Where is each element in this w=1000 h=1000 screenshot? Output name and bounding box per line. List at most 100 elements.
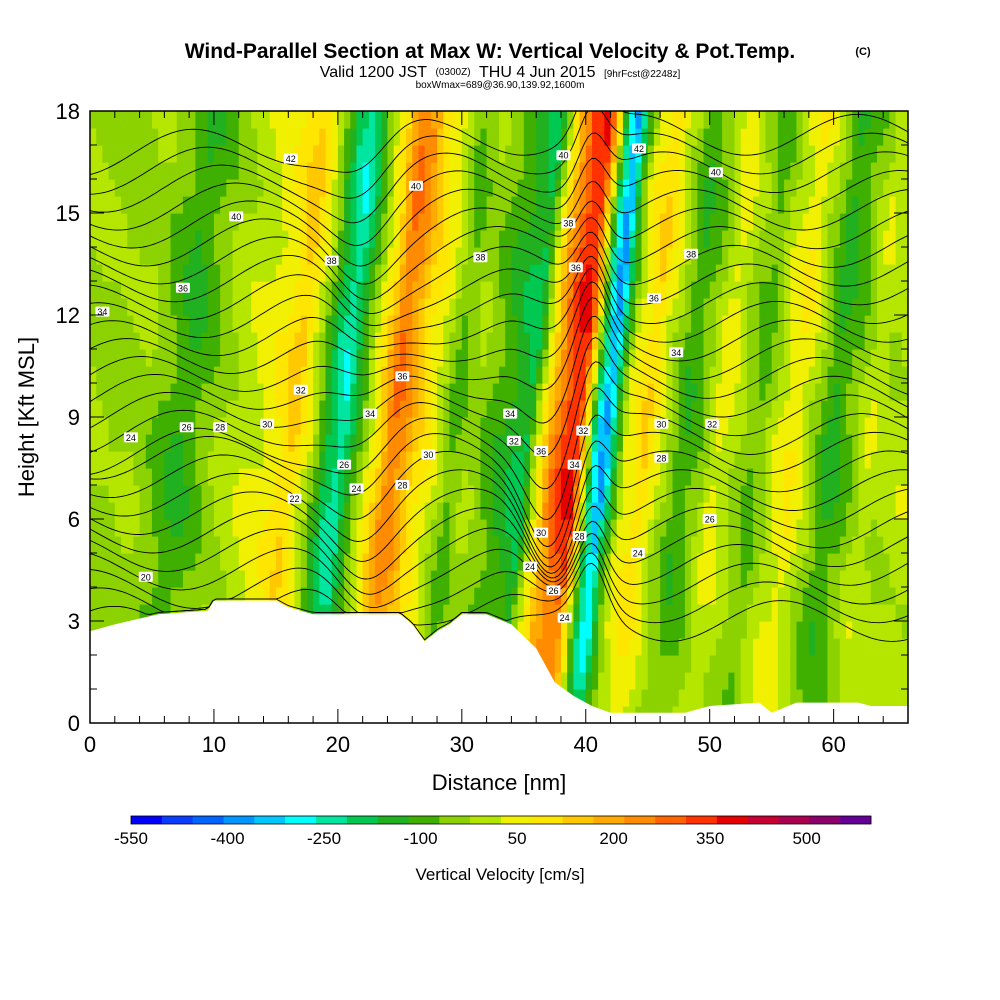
velocity-cell — [306, 502, 314, 520]
velocity-cell — [839, 332, 847, 350]
velocity-cell — [709, 434, 717, 452]
velocity-cell — [213, 298, 221, 316]
velocity-cell — [492, 196, 500, 214]
velocity-cell — [889, 145, 897, 163]
velocity-cell — [350, 502, 358, 520]
velocity-cell — [282, 162, 289, 180]
velocity-cell — [846, 230, 853, 248]
velocity-cell — [647, 587, 655, 605]
velocity-cell — [387, 587, 395, 605]
velocity-cell — [275, 536, 283, 554]
velocity-cell — [560, 553, 568, 571]
velocity-cell — [170, 366, 178, 384]
velocity-cell — [412, 111, 420, 129]
velocity-cell — [480, 502, 488, 520]
velocity-cell — [567, 264, 574, 282]
velocity-cell — [703, 230, 711, 248]
velocity-cell — [282, 349, 289, 367]
velocity-cell — [889, 570, 897, 588]
velocity-cell — [127, 179, 134, 197]
velocity-cell — [325, 451, 333, 469]
velocity-cell — [505, 213, 512, 231]
velocity-cell — [474, 485, 482, 503]
velocity-cell — [839, 111, 847, 129]
velocity-cell — [604, 417, 612, 435]
velocity-cell — [870, 689, 878, 707]
velocity-cell — [883, 230, 891, 248]
velocity-cell — [313, 179, 320, 197]
velocity-cell — [120, 281, 128, 299]
velocity-cell — [461, 383, 469, 401]
velocity-cell — [517, 281, 525, 299]
velocity-cell — [282, 587, 289, 605]
velocity-cell — [387, 162, 395, 180]
velocity-cell — [579, 451, 587, 469]
velocity-cell — [251, 451, 258, 469]
velocity-cell — [337, 247, 345, 265]
velocity-cell — [418, 145, 426, 163]
velocity-cell — [319, 213, 327, 231]
velocity-cell — [877, 638, 884, 656]
velocity-cell — [740, 655, 748, 673]
velocity-cell — [542, 196, 550, 214]
velocity-cell — [350, 264, 358, 282]
velocity-cell — [133, 230, 141, 248]
velocity-cell — [554, 128, 562, 146]
velocity-cell — [697, 468, 705, 486]
velocity-cell — [375, 332, 382, 350]
velocity-cell — [102, 451, 110, 469]
velocity-cell — [263, 383, 271, 401]
velocity-cell — [480, 587, 488, 605]
velocity-cell — [288, 434, 296, 452]
velocity-cell — [548, 281, 556, 299]
velocity-cell — [517, 570, 525, 588]
velocity-cell — [368, 383, 376, 401]
velocity-cell — [889, 281, 897, 299]
velocity-cell — [164, 553, 172, 571]
velocity-cell — [114, 230, 122, 248]
velocity-cell — [399, 570, 407, 588]
velocity-cell — [858, 485, 866, 503]
velocity-cell — [480, 400, 488, 418]
velocity-cell — [722, 536, 729, 554]
velocity-cell — [660, 196, 667, 214]
velocity-cell — [864, 502, 872, 520]
velocity-cell — [895, 349, 903, 367]
velocity-cell — [852, 366, 860, 384]
velocity-cell — [542, 536, 550, 554]
velocity-cell — [833, 315, 841, 333]
velocity-cell — [529, 332, 537, 350]
velocity-cell — [362, 162, 370, 180]
velocity-cell — [505, 179, 512, 197]
velocity-cell — [877, 587, 884, 605]
velocity-cell — [697, 689, 705, 707]
velocity-cell — [127, 417, 134, 435]
velocity-cell — [102, 468, 110, 486]
velocity-cell — [300, 145, 308, 163]
contour-label-text: 24 — [560, 613, 570, 623]
velocity-cell — [616, 349, 624, 367]
velocity-cell — [275, 468, 283, 486]
velocity-cell — [282, 281, 289, 299]
velocity-cell — [182, 179, 190, 197]
velocity-cell — [864, 230, 872, 248]
velocity-cell — [486, 366, 494, 384]
velocity-cell — [579, 400, 587, 418]
velocity-cell — [542, 587, 550, 605]
velocity-cell — [870, 638, 878, 656]
velocity-cell — [678, 536, 686, 554]
velocity-cell — [517, 247, 525, 265]
velocity-cell — [839, 196, 847, 214]
velocity-cell — [573, 655, 581, 673]
velocity-cell — [517, 145, 525, 163]
velocity-cell — [672, 587, 680, 605]
velocity-cell — [858, 128, 866, 146]
velocity-cell — [833, 383, 841, 401]
velocity-cell — [858, 638, 866, 656]
velocity-cell — [740, 111, 748, 129]
velocity-cell — [238, 332, 246, 350]
velocity-cell — [306, 417, 314, 435]
velocity-cell — [598, 468, 605, 486]
velocity-cell — [443, 485, 451, 503]
velocity-cell — [653, 468, 661, 486]
